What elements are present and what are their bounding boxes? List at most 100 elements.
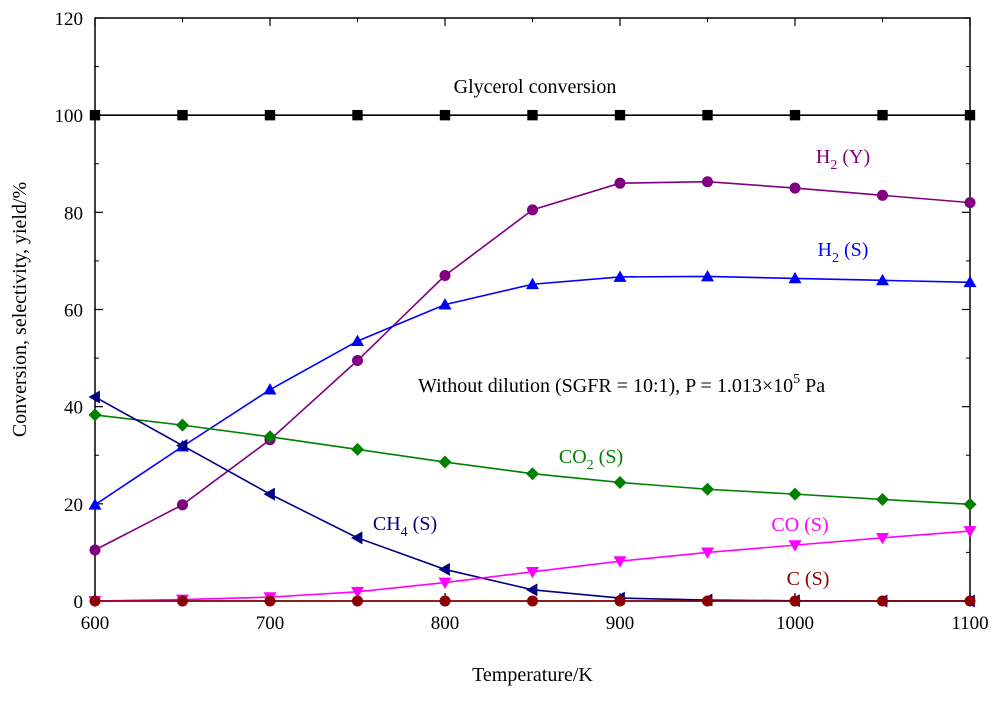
condition-tail: Pa — [800, 375, 825, 397]
data-point-h2-y — [789, 182, 801, 194]
data-point-co-s — [788, 540, 802, 552]
data-point-co-s — [613, 556, 627, 568]
data-point-co2-s — [963, 497, 977, 511]
series-label-h2-y: H2 (Y) — [816, 146, 870, 173]
data-point-h2-s — [438, 298, 452, 310]
data-point-h2-s — [351, 334, 364, 346]
data-point-c-s — [876, 595, 889, 607]
data-point-glycerol-conversion — [964, 109, 976, 121]
data-point-ch4-s — [176, 439, 188, 453]
series-label-base: CO (S) — [771, 514, 828, 536]
series-label-base: C (S) — [787, 568, 830, 590]
condition-superscript: 5 — [793, 372, 800, 387]
data-point-co2-s — [351, 442, 364, 456]
data-point-co2-s — [788, 487, 802, 501]
data-point-h2-y — [176, 499, 189, 511]
data-point-glycerol-conversion — [177, 109, 188, 121]
data-point-ch4-s — [526, 583, 538, 597]
data-point-h2-s — [701, 269, 714, 282]
data-point-glycerol-conversion — [702, 109, 713, 121]
data-point-co2-s — [176, 418, 189, 432]
condition-main: Without dilution (SGFR = 10:1), P = 1.01… — [418, 375, 793, 397]
x-tick-label: 1100 — [951, 613, 988, 634]
series-label-tail: (S) — [408, 513, 437, 535]
data-point-h2-s — [263, 383, 277, 395]
data-point-h2-s — [88, 498, 102, 510]
data-point-ch4-s — [351, 531, 363, 545]
series-label-base: Glycerol conversion — [454, 76, 617, 98]
series-label-subscript: 2 — [832, 251, 839, 266]
series-label-tail: (S) — [594, 446, 623, 468]
series-label-base: H — [816, 146, 830, 168]
x-tick-label: 600 — [81, 613, 110, 634]
series-line-co2-s — [94, 414, 971, 506]
data-point-h2-y — [614, 177, 626, 189]
data-point-h2-s — [788, 271, 802, 284]
data-point-glycerol-conversion — [789, 109, 801, 121]
data-point-h2-y — [964, 197, 976, 209]
data-point-c-s — [964, 595, 976, 607]
series-line-h2-y — [94, 180, 971, 551]
y-tick-label: 100 — [55, 106, 84, 127]
data-point-c-s — [439, 595, 451, 607]
data-point-co-s — [438, 577, 452, 590]
series-label-subscript: 2 — [830, 158, 837, 173]
series-label-tail: (Y) — [837, 146, 870, 168]
data-point-co-s — [876, 532, 889, 545]
data-point-co2-s — [701, 482, 714, 496]
data-point-co2-s — [438, 455, 452, 469]
y-tick-label: 60 — [64, 301, 83, 322]
y-tick-label: 0 — [74, 592, 84, 613]
series-label-tail: (S) — [839, 239, 868, 261]
data-point-ch4-s — [88, 390, 100, 404]
x-tick-label: 800 — [431, 613, 460, 634]
x-axis-label: Temperature/K — [472, 664, 593, 686]
data-point-co2-s — [526, 467, 539, 481]
data-point-glycerol-conversion — [439, 109, 451, 121]
series-label-co2-s: CO2 (S) — [559, 446, 623, 473]
plot-frame — [94, 17, 971, 602]
data-point-c-s — [351, 595, 364, 607]
data-point-h2-y — [526, 204, 539, 216]
data-point-h2-s — [526, 277, 539, 290]
data-point-co2-s — [88, 408, 102, 422]
data-point-h2-y — [701, 176, 714, 188]
data-point-co-s — [526, 566, 539, 579]
data-point-h2-y — [89, 544, 101, 556]
condition-annotation: Without dilution (SGFR = 10:1), P = 1.01… — [418, 372, 825, 397]
data-point-glycerol-conversion — [352, 109, 363, 121]
data-point-co-s — [351, 586, 364, 599]
data-point-co2-s — [876, 492, 889, 506]
y-axis-label: Conversion, selectivity, yield/% — [9, 182, 31, 437]
data-point-h2-y — [876, 189, 889, 201]
series-label-ch4-s: CH4 (S) — [373, 513, 437, 540]
data-point-h2-s — [876, 273, 889, 286]
data-point-c-s — [89, 595, 101, 607]
data-point-c-s — [264, 595, 276, 607]
data-point-ch4-s — [263, 487, 275, 501]
data-point-co2-s — [613, 475, 627, 489]
series-label-h2-s: H2 (S) — [818, 239, 869, 266]
series-label-base: CO — [559, 446, 587, 468]
data-point-glycerol-conversion — [877, 109, 888, 121]
x-tick-label: 700 — [256, 613, 285, 634]
y-tick-label: 40 — [64, 398, 83, 419]
series-label-base: CH — [373, 513, 401, 535]
data-point-co-s — [963, 526, 977, 538]
series-label-subscript: 4 — [401, 525, 408, 540]
x-tick-label: 900 — [606, 613, 635, 634]
data-point-c-s — [614, 595, 626, 607]
data-point-glycerol-conversion — [89, 109, 101, 121]
data-point-c-s — [176, 595, 189, 607]
y-tick-label: 120 — [55, 9, 84, 30]
data-point-c-s — [526, 595, 539, 607]
data-point-h2-s — [963, 275, 977, 288]
series-label-glycerol-conversion: Glycerol conversion — [454, 76, 617, 98]
data-point-glycerol-conversion — [264, 109, 276, 121]
data-point-h2-s — [613, 270, 627, 282]
series-label-subscript: 2 — [587, 458, 594, 473]
data-point-h2-y — [351, 354, 364, 367]
data-point-c-s — [789, 595, 801, 607]
series-label-co-s: CO (S) — [771, 514, 828, 536]
